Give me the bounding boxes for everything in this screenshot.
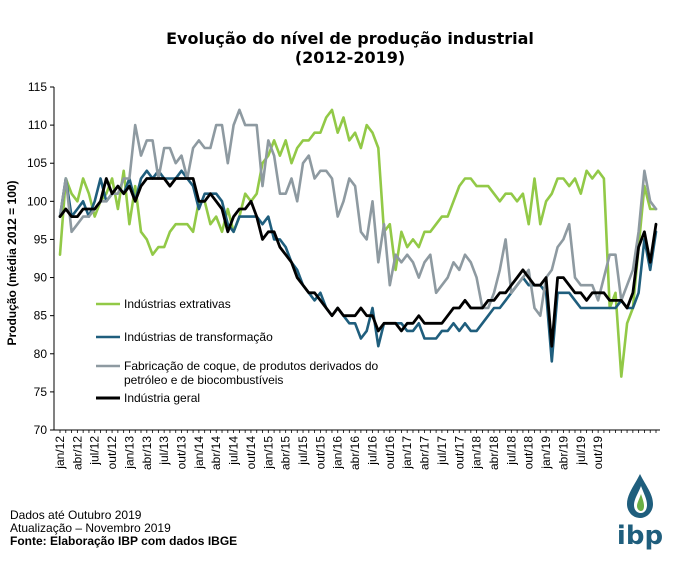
x-tick-label: abr/16 [348, 436, 362, 470]
footer-update: Atualização – Novembro 2019 [10, 521, 171, 535]
x-tick-label: jul/19 [574, 436, 588, 466]
x-tick-label: abr/14 [209, 436, 223, 470]
series-line-3 [58, 177, 658, 348]
x-tick-label: jul/14 [227, 436, 241, 466]
series-lines [58, 108, 658, 378]
x-tick-label: jul/16 [365, 436, 379, 466]
y-tick-label: 85 [34, 309, 48, 323]
x-tick-label: abr/19 [556, 436, 570, 470]
y-tick-label: 100 [27, 194, 47, 208]
y-tick-label: 110 [28, 118, 47, 132]
logo-drop-core-icon [637, 494, 644, 511]
chart-subtitle: (2012-2019) [295, 48, 405, 67]
y-axis: 70 75 80 85 90 95 100 105 110 115 [27, 80, 55, 437]
x-tick-label: jan/14 [192, 436, 206, 470]
x-tick-label: jan/17 [400, 436, 414, 470]
x-tick-label: jul/12 [88, 436, 102, 466]
x-tick-label: jul/15 [296, 436, 310, 466]
footer-data-date: Dados até Outubro 2019 [10, 508, 142, 522]
legend-label-3: Indústria geral [124, 391, 200, 405]
logo-text: ibp [617, 521, 663, 551]
x-tick-label: out/16 [383, 436, 397, 470]
x-tick-label: jul/18 [504, 436, 518, 466]
legend-label-1: Indústrias de transformação [124, 330, 273, 344]
x-tick-label: out/15 [313, 436, 327, 470]
series-line-2 [58, 108, 658, 317]
x-tick-label: jul/17 [435, 436, 449, 466]
x-tick-label: out/17 [452, 436, 466, 470]
legend: Indústrias extrativas Indústrias de trans… [96, 297, 378, 405]
y-tick-label: 115 [28, 80, 47, 94]
x-tick-label: out/14 [244, 436, 258, 470]
series-line-0 [58, 108, 658, 378]
legend-label-2: Fabricação de coque, de produtos derivad… [124, 359, 378, 387]
y-tick-label: 95 [34, 232, 48, 246]
y-tick-label: 80 [34, 347, 48, 361]
x-tick-label: out/19 [591, 436, 605, 470]
ibp-logo: ibp [617, 474, 663, 551]
x-tick-label: jan/18 [470, 436, 484, 470]
x-tick-label: out/13 [175, 436, 189, 470]
y-axis-label: Produção (média 2012 = 100) [5, 180, 19, 345]
x-tick-label: jan/15 [261, 436, 275, 470]
legend-label-0: Indústrias extrativas [124, 297, 231, 311]
x-tick-label: abr/18 [487, 436, 501, 470]
x-tick-label: abr/17 [418, 436, 432, 470]
x-tick-label: out/18 [522, 436, 536, 470]
footer-source: Fonte: Elaboração IBP com dados IBGE [10, 534, 238, 548]
chart-title: Evolução do nível de produção industrial [166, 29, 534, 48]
x-axis: jan/12 abr/12 jul/12 out/12 jan/13 abr/13 jul/… [53, 429, 660, 470]
x-tick-label: abr/12 [70, 436, 84, 470]
x-tick-label: out/12 [105, 436, 119, 470]
x-tick-label: jan/12 [53, 436, 67, 470]
x-tick-label: abr/15 [279, 436, 293, 470]
x-tick-label: jan/16 [331, 436, 345, 470]
x-tick-label: jan/19 [539, 436, 553, 470]
x-tick-label: jul/13 [157, 436, 171, 466]
y-tick-label: 105 [27, 156, 47, 170]
x-tick-label: abr/13 [140, 436, 154, 470]
y-tick-label: 90 [34, 271, 48, 285]
x-tick-label: jan/13 [122, 436, 136, 470]
y-tick-label: 75 [34, 385, 48, 399]
y-tick-label: 70 [34, 423, 48, 437]
